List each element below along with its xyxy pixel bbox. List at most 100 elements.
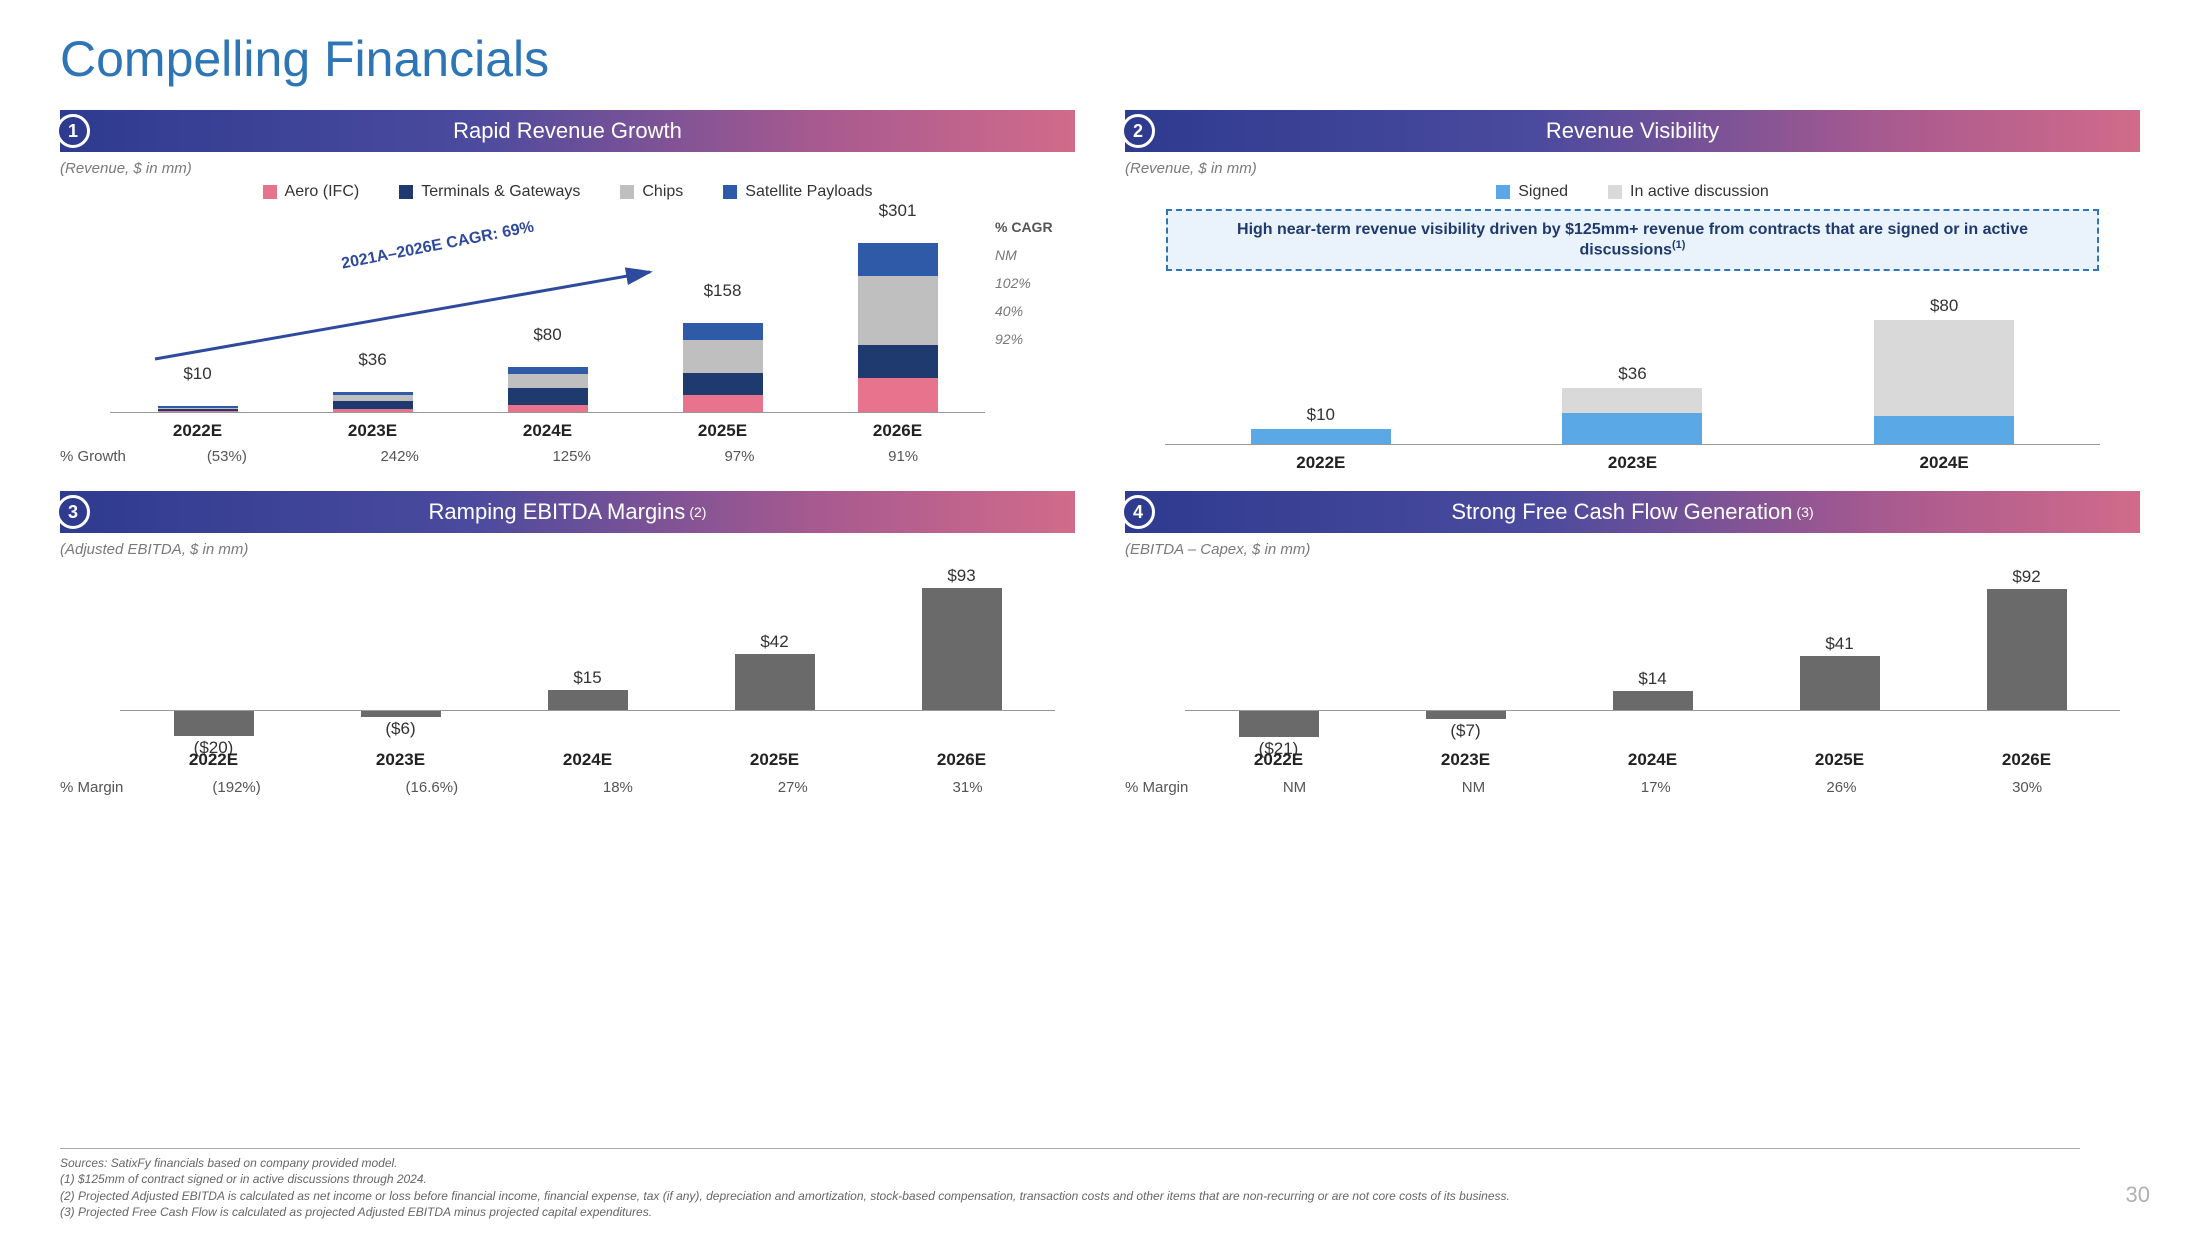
legend-swatch [263,185,277,199]
xaxis-label: 2022E [1296,453,1345,473]
bar-stack [158,406,238,412]
bar-segment [858,276,938,344]
bar-segment [1562,388,1702,413]
panel4-chart: ($21)($7)$14$41$92 2022E2023E2024E2025E2… [1125,578,2140,798]
panel1-cagr-column: % CAGRNM102%40%92% [995,219,1075,347]
bar-stack [333,392,413,412]
panel1-number: 1 [56,114,90,148]
bar-value-label: $92 [2012,567,2040,587]
panel3-xaxis: 2022E2023E2024E2025E2026E [120,750,1055,770]
bar-stack [683,323,763,412]
bar [1613,691,1693,709]
panel1-title: Rapid Revenue Growth [453,118,682,144]
xaxis-label: 2026E [937,750,986,770]
panel1-growth-row: % Growth (53%)242%125%97%91% [60,448,985,465]
footnote-line: (3) Projected Free Cash Flow is calculat… [60,1204,2080,1220]
bar-group: $36 [1552,364,1712,444]
bar [174,710,254,736]
xaxis-label: 2023E [1441,750,1490,770]
bar-group: $14 [1608,578,1698,742]
panel-grid: 1 Rapid Revenue Growth (Revenue, $ in mm… [60,110,2140,798]
panel1-legend: Aero (IFC)Terminals & GatewaysChipsSatel… [60,183,1075,201]
cagr-header: % CAGR [995,219,1075,235]
panel2-legend: SignedIn active discussion [1125,183,2140,201]
bar [1800,656,1880,710]
bar-segment [858,345,938,379]
panel3-subtitle: (Adjusted EBITDA, $ in mm) [60,541,1075,558]
panel3-chart: ($20)($6)$15$42$93 2022E2023E2024E2025E2… [60,578,1075,798]
page-number: 30 [2126,1182,2150,1208]
bar-total-label: $36 [358,350,386,370]
panel4-margin-row: % Margin NMNM17%26%30% [1125,779,2120,796]
panel3-header: 3 Ramping EBITDA Margins (2) [60,491,1075,533]
legend-swatch [723,185,737,199]
growth-label: % Growth [60,448,140,465]
bar-stack [1562,388,1702,444]
bar-value-label: ($7) [1450,721,1480,741]
bar-segment [683,395,763,412]
panel-revenue-growth: 1 Rapid Revenue Growth (Revenue, $ in mm… [60,110,1075,481]
panel3-zero-line [120,710,1055,711]
margin-value: 30% [2012,779,2042,796]
margin-value: NM [1283,779,1306,796]
panel4-bars: ($21)($7)$14$41$92 [1185,578,2120,742]
legend-label: Chips [642,183,683,201]
legend-label: In active discussion [1630,183,1769,201]
panel2-title: Revenue Visibility [1546,118,1719,144]
panel3-number: 3 [56,495,90,529]
legend-item: Satellite Payloads [723,183,872,201]
bar-segment [508,367,588,374]
bar-group: $41 [1795,578,1885,742]
panel3-title-sup: (2) [689,504,706,520]
growth-value: (53%) [207,448,247,465]
bar-group: ($20) [169,578,259,742]
bar-total-label: $80 [1930,296,1958,316]
margin-value: NM [1462,779,1485,796]
bar-total-label: $10 [183,364,211,384]
bar-group: ($6) [356,578,446,742]
legend-swatch [620,185,634,199]
legend-label: Terminals & Gateways [421,183,580,201]
bar-segment [1562,413,1702,444]
bar-group: $93 [917,578,1007,742]
bar-total-label: $10 [1307,405,1335,425]
legend-item: Terminals & Gateways [399,183,580,201]
margin-value: 27% [778,779,808,796]
bar [735,654,815,709]
margin-value: 31% [953,779,983,796]
bar [361,710,441,718]
margin-label: % Margin [60,779,140,796]
panel3-title: Ramping EBITDA Margins [429,499,686,525]
panel4-header: 4 Strong Free Cash Flow Generation (3) [1125,491,2140,533]
bar-segment [683,323,763,340]
bar-group: $80 [493,367,603,412]
growth-value: 97% [724,448,754,465]
footnotes: Sources: SatixFy financials based on com… [60,1148,2080,1220]
panel1-xaxis: 2022E2023E2024E2025E2026E [110,421,985,441]
bar-group: $36 [318,392,428,412]
xaxis-label: 2022E [1254,750,1303,770]
panel-ebitda-margins: 3 Ramping EBITDA Margins (2) (Adjusted E… [60,491,1075,798]
bar-segment [1874,320,2014,416]
margin-value: 18% [603,779,633,796]
bar-group: ($21) [1234,578,1324,742]
panel4-xaxis: 2022E2023E2024E2025E2026E [1185,750,2120,770]
bar-group: ($7) [1421,578,1511,742]
legend-swatch [399,185,413,199]
bar-group: $15 [543,578,633,742]
margin-value: (16.6%) [406,779,459,796]
bar-total-label: $80 [533,325,561,345]
xaxis-label: 2022E [173,421,222,441]
panel4-zero-line [1185,710,2120,711]
bar-segment [1251,429,1391,445]
cagr-value: 92% [995,331,1075,347]
bar-group: $80 [1864,296,2024,444]
bar-segment [858,378,938,412]
xaxis-label: 2024E [563,750,612,770]
bar [922,588,1002,710]
growth-value: 91% [888,448,918,465]
bar-total-label: $301 [879,201,917,221]
bar-stack [1874,320,2014,444]
xaxis-label: 2025E [698,421,747,441]
xaxis-label: 2026E [2002,750,2051,770]
